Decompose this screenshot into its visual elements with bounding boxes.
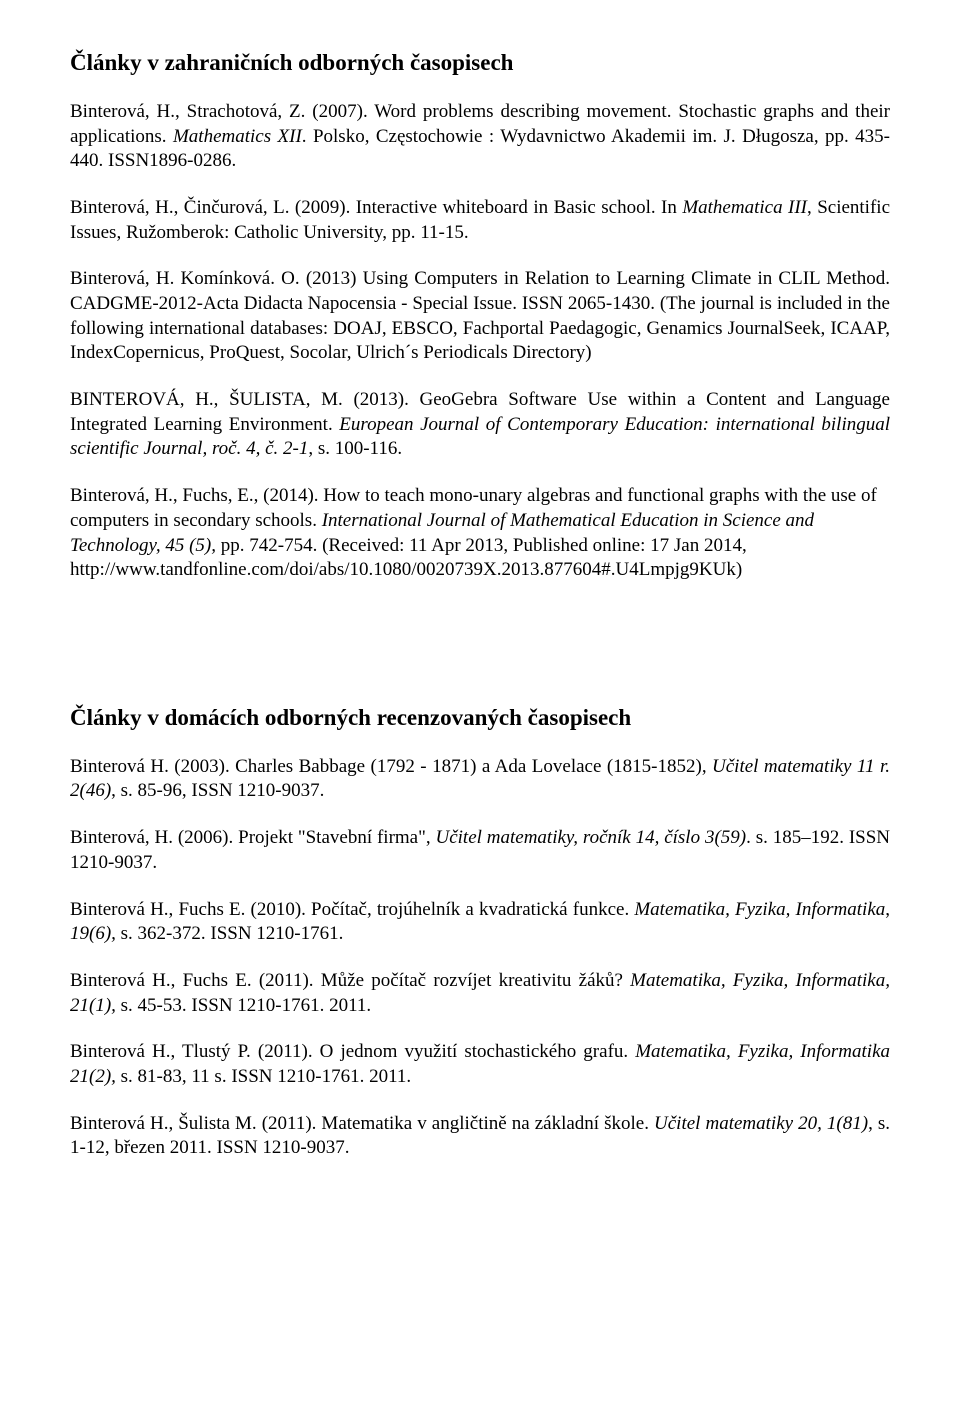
citation-text: s. 81-83, 11 s. ISSN 1210-1761. 2011. [116, 1066, 411, 1087]
citation-italic: 19(6), [70, 923, 116, 944]
citation-text: Binterová H., Fuchs E. (2010). Počítač, … [70, 899, 634, 920]
citation-text: Binterová, H., Činčurová, L. (2009). Int… [70, 197, 682, 218]
citation-text: s. 362-372. ISSN 1210-1761. [116, 923, 343, 944]
citation-text: Binterová H. (2003). Charles Babbage (17… [70, 756, 712, 777]
citation-italic: Učitel matematiky 20, 1(81) [654, 1113, 868, 1134]
citation-entry: Binterová H., Šulista M. (2011). Matemat… [70, 1112, 890, 1161]
citation-italic: Mathematics XII [173, 126, 302, 147]
citation-entry: Binterová, H. (2006). Projekt "Stavební … [70, 826, 890, 875]
citation-italic: Učitel matematiky, ročník 14, číslo 3(59… [435, 827, 746, 848]
citation-entry: Binterová H. (2003). Charles Babbage (17… [70, 755, 890, 804]
citation-entry: BINTEROVÁ, H., ŠULISTA, M. (2013). GeoGe… [70, 388, 890, 462]
citation-text: , s. 85-96, ISSN 1210-9037. [111, 780, 324, 801]
citation-entry: Binterová H., Fuchs E. (2011). Může počí… [70, 969, 890, 1018]
citation-entry: Binterová H., Fuchs E. (2010). Počítač, … [70, 898, 890, 947]
citation-italic: Mathematica III [682, 197, 807, 218]
citation-entry: Binterová, H., Fuchs, E., (2014). How to… [70, 484, 890, 583]
citation-text: Binterová, H. (2006). Projekt "Stavební … [70, 827, 435, 848]
citation-text: s. 45-53. ISSN 1210-1761. 2011. [116, 995, 371, 1016]
citation-text: , [885, 899, 890, 920]
citation-italic: Matematika, Fyzika, Informatika [634, 899, 885, 920]
citation-entry: Binterová H., Tlustý P. (2011). O jednom… [70, 1040, 890, 1089]
citation-entry: Binterová, H., Strachotová, Z. (2007). W… [70, 100, 890, 174]
citation-text: Binterová H., Šulista M. (2011). Matemat… [70, 1113, 654, 1134]
citation-text: , s. 100-116. [308, 438, 402, 459]
citation-text: Binterová H., Fuchs E. (2011). Může počí… [70, 970, 630, 991]
section-heading-domestic: Články v domácích odborných recenzovanýc… [70, 703, 890, 733]
citation-entry: Binterová, H., Činčurová, L. (2009). Int… [70, 196, 890, 245]
citation-entry: Binterová, H. Komínková. O. (2013) Using… [70, 267, 890, 366]
citation-text: Binterová H., Tlustý P. (2011). O jednom… [70, 1041, 635, 1062]
section-heading-foreign: Články v zahraničních odborných časopise… [70, 48, 890, 78]
citation-text: Binterová, H. Komínková. O. (2013) Using… [70, 268, 890, 363]
